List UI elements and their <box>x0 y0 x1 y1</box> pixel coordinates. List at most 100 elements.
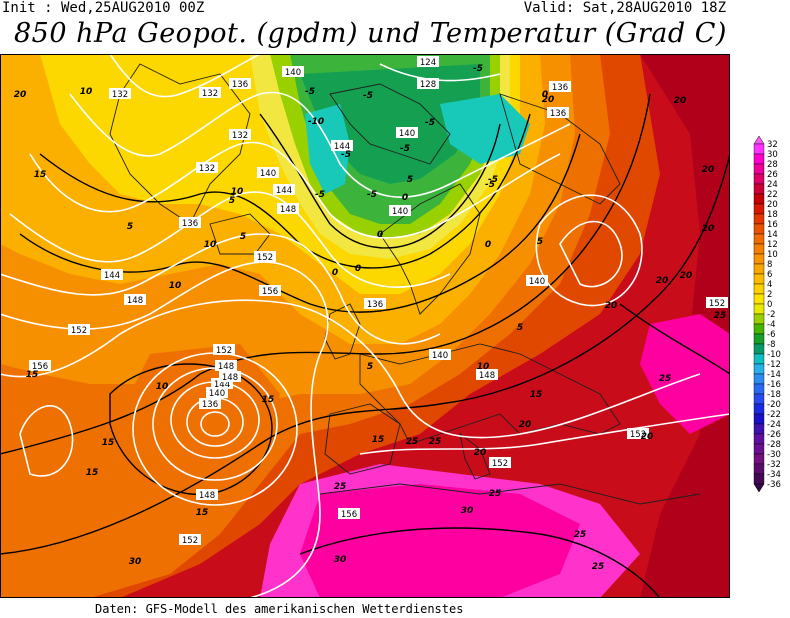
geopotential-label-box <box>417 56 439 67</box>
geopotential-label-box <box>476 369 498 380</box>
geopotential-label: 148 <box>199 491 215 501</box>
scale-swatch <box>753 333 765 345</box>
scale-swatch <box>753 213 765 225</box>
temperature-label: 0 <box>377 230 383 240</box>
geopotential-label: 152 <box>492 459 508 469</box>
scale-tick-label: 0 <box>767 300 772 310</box>
temperature-label: 20 <box>680 271 693 281</box>
geopotential-label-box <box>706 297 728 308</box>
scale-tick-label: -18 <box>767 390 781 400</box>
temperature-labels: -5-5-5-5-5-10-5-5-5-5-500000055555551010… <box>14 64 727 572</box>
geo-contour-152 <box>0 261 329 598</box>
scale-swatch <box>753 253 765 265</box>
scale-swatch <box>753 453 765 465</box>
geopotential-label-box <box>199 87 221 98</box>
geopotential-label: 152 <box>630 430 646 440</box>
geopotential-label: 136 <box>182 219 198 229</box>
temperature-label: 10 <box>204 240 217 250</box>
geopotential-label: 140 <box>529 277 545 287</box>
geopotential-label-box <box>199 398 221 409</box>
coast-iceland <box>209 213 271 255</box>
geopotential-label: 152 <box>709 299 725 309</box>
geopotential-label: 132 <box>232 131 248 141</box>
geopotential-label-box <box>229 78 251 89</box>
scale-swatch <box>753 163 765 175</box>
geopotential-label: 148 <box>222 373 238 383</box>
scale-tick-label: -4 <box>767 320 775 330</box>
geopotential-label-box <box>215 360 237 371</box>
geopotential-label-box <box>254 251 276 262</box>
scale-swatch <box>753 273 765 285</box>
scale-tick-label: 26 <box>767 170 778 180</box>
geopotential-label-box <box>257 167 279 178</box>
temperature-label: 25 <box>334 482 347 492</box>
geopotential-label: 136 <box>367 300 383 310</box>
temperature-label: 5 <box>517 323 523 333</box>
scale-swatch <box>753 383 765 395</box>
geopotential-label-box <box>109 88 131 99</box>
geopotential-label: 140 <box>285 68 301 78</box>
scale-tick-label: 10 <box>767 250 778 260</box>
coast-italy <box>459 432 491 480</box>
temperature-label: 20 <box>702 224 715 234</box>
temp-contour-25 <box>299 527 661 598</box>
geopotential-label: 148 <box>218 362 234 372</box>
scale-swatch <box>753 323 765 335</box>
geopotential-label-box <box>526 275 548 286</box>
scale-tick-label: 4 <box>767 280 772 290</box>
geopotential-label: 148 <box>479 371 495 381</box>
scale-swatch <box>753 223 765 235</box>
geopotential-label-box <box>206 387 228 398</box>
temp-contour-15 <box>0 93 651 455</box>
geo-contour-140 <box>29 141 561 239</box>
scale-swatch <box>753 203 765 215</box>
scale-tick-label: -16 <box>767 380 781 390</box>
temperature-label: 5 <box>240 232 246 242</box>
init-time: Init : Wed,25AUG2010 00Z <box>2 0 205 16</box>
scale-tick-label: 32 <box>767 140 778 150</box>
geopotential-label: 152 <box>182 536 198 546</box>
temperature-label: 30 <box>129 557 142 567</box>
temperature-label: -5 <box>473 64 483 74</box>
scale-tick-label: -2 <box>767 310 775 320</box>
scale-tick-label: -20 <box>767 400 781 410</box>
coast-scandinavia <box>379 183 481 315</box>
geopotential-label-box <box>229 129 251 140</box>
geopotential-label: 156 <box>262 287 278 297</box>
temperature-label: 15 <box>196 508 209 518</box>
temperature-label: -5 <box>363 91 373 101</box>
geo-contour-156 <box>0 299 701 439</box>
scale-tick-label: -22 <box>767 410 781 420</box>
geopotential-label-box <box>627 428 649 439</box>
cyan-region-north <box>440 94 530 164</box>
geo-contour-136 <box>69 91 571 198</box>
temperature-label: 20 <box>519 420 532 430</box>
magenta-east-region <box>640 314 730 434</box>
scale-tick-label: -30 <box>767 450 781 460</box>
temperature-label: 10 <box>80 87 93 97</box>
geopotential-label: 132 <box>199 164 215 174</box>
scale-swatch <box>753 473 765 485</box>
temperature-field <box>0 54 730 598</box>
geopotential-label-box <box>211 378 233 389</box>
scale-tick-label: 30 <box>767 150 778 160</box>
scale-swatch <box>753 463 765 475</box>
scale-swatch <box>753 423 765 435</box>
chart-title: 850 hPa Geopot. (gpdm) und Temperatur (G… <box>14 18 727 49</box>
geopotential-label: 124 <box>420 58 436 68</box>
temp-contour-low <box>109 363 273 496</box>
scale-tick-label: 24 <box>767 180 778 190</box>
geopotential-label: 148 <box>280 205 296 215</box>
temperature-label: 0 <box>402 193 408 203</box>
temperature-label: 0 <box>332 268 338 278</box>
scale-swatch <box>753 193 765 205</box>
temperature-label: 5 <box>537 237 543 247</box>
scale-swatch <box>753 343 765 355</box>
coast-iberia <box>324 403 401 475</box>
geopotential-label: 152 <box>216 346 232 356</box>
geopotential-label-box <box>273 184 295 195</box>
scale-tick-label: 12 <box>767 240 778 250</box>
scale-arrow-bottom <box>753 483 765 493</box>
